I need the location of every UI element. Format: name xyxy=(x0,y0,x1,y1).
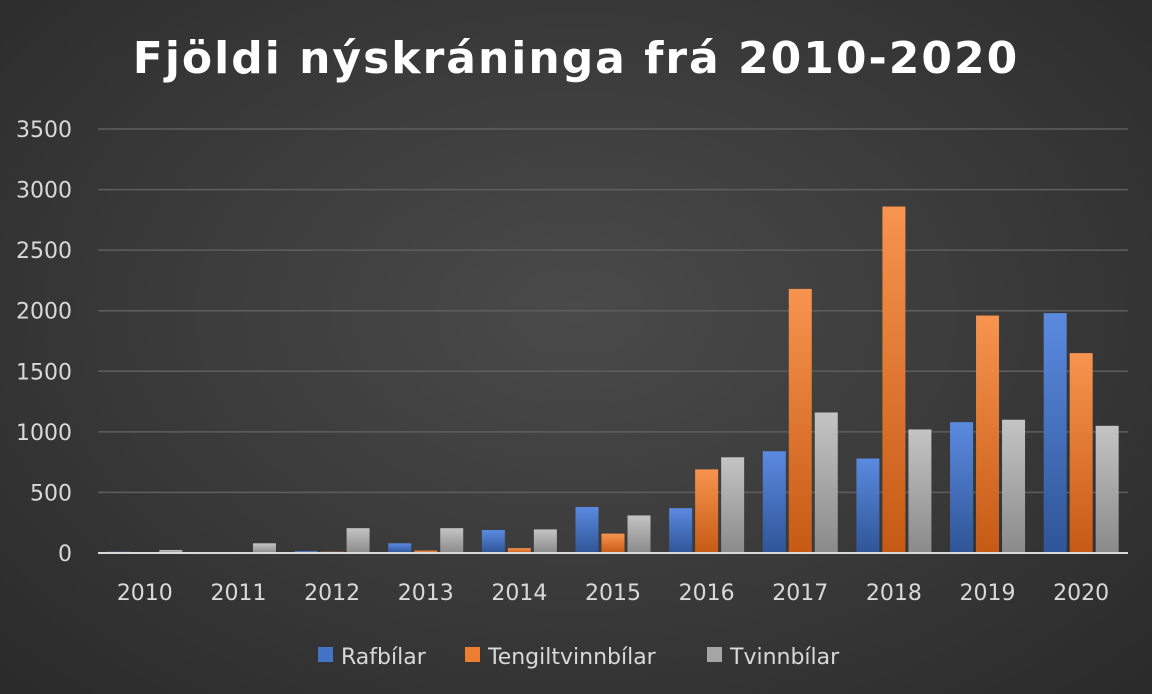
y-tick-label: 3500 xyxy=(16,118,72,143)
legend-label: Tvinnbílar xyxy=(729,645,840,670)
bar-tengiltvinnbílar-2013 xyxy=(414,550,438,553)
bar-tengiltvinnbílar-2015 xyxy=(601,533,625,553)
bar-tvinnbílar-2020 xyxy=(1095,425,1119,553)
legend: Rafbílar Tengiltvinnbílar Tvinnbílar xyxy=(318,645,840,670)
bar-rafbílar-2019 xyxy=(950,422,974,553)
bar-tvinnbílar-2017 xyxy=(814,412,838,553)
bar-rafbílar-2017 xyxy=(762,451,786,553)
x-tick-label: 2019 xyxy=(960,581,1016,606)
bar-tvinnbílar-2013 xyxy=(440,528,464,553)
y-tick-label: 0 xyxy=(58,542,72,567)
bar-tengiltvinnbílar-2016 xyxy=(695,469,719,553)
bar-tengiltvinnbílar-2019 xyxy=(976,315,1000,553)
y-tick-label: 2500 xyxy=(16,239,72,264)
x-tick-label: 2011 xyxy=(210,581,266,606)
x-tick-label: 2016 xyxy=(679,581,735,606)
bar-tengiltvinnbílar-2014 xyxy=(507,548,531,553)
bar-tvinnbílar-2018 xyxy=(908,429,932,553)
x-tick-label: 2017 xyxy=(772,581,828,606)
x-tick-label: 2010 xyxy=(117,581,173,606)
x-tick-label: 2015 xyxy=(585,581,641,606)
bar-rafbílar-2014 xyxy=(481,529,505,553)
x-tick-label: 2014 xyxy=(491,581,547,606)
bar-tvinnbílar-2015 xyxy=(627,515,651,553)
bar-tengiltvinnbílar-2017 xyxy=(788,288,812,553)
chart-title: Fjöldi nýskráninga frá 2010-2020 xyxy=(133,33,1019,84)
x-tick-label: 2012 xyxy=(304,581,360,606)
bar-tvinnbílar-2012 xyxy=(346,528,370,553)
legend-swatch-rafbílar xyxy=(318,647,333,662)
x-axis-ticks: 2010 2011 2012 2013 2014 2015 2016 2017 2018 2019… xyxy=(117,581,1109,606)
bar-tvinnbílar-2019 xyxy=(1002,419,1026,553)
bar-tvinnbílar-2014 xyxy=(533,529,557,553)
x-tick-label: 2018 xyxy=(866,581,922,606)
y-tick-label: 1500 xyxy=(16,360,72,385)
y-tick-label: 500 xyxy=(30,481,72,506)
bar-rafbílar-2016 xyxy=(669,508,693,553)
x-tick-label: 2020 xyxy=(1053,581,1109,606)
legend-label: Rafbílar xyxy=(341,645,427,670)
legend-swatch-tengiltvinnbílar xyxy=(465,647,480,662)
legend-swatch-tvinnbílar xyxy=(707,647,722,662)
bar-tvinnbílar-2010 xyxy=(159,549,183,553)
y-tick-label: 3000 xyxy=(16,179,72,204)
bar-tengiltvinnbílar-2020 xyxy=(1069,353,1093,553)
bar-rafbílar-2013 xyxy=(388,543,412,553)
bar-rafbílar-2020 xyxy=(1043,313,1067,553)
x-tick-label: 2013 xyxy=(398,581,454,606)
bar-rafbílar-2015 xyxy=(575,506,599,553)
bars xyxy=(107,206,1119,553)
legend-label: Tengiltvinnbílar xyxy=(487,645,657,670)
y-tick-label: 2000 xyxy=(16,300,72,325)
bar-tvinnbílar-2011 xyxy=(252,543,276,553)
gridlines xyxy=(98,128,1128,494)
y-tick-label: 1000 xyxy=(16,421,72,446)
bar-tengiltvinnbílar-2018 xyxy=(882,206,906,553)
y-axis-ticks: 0 500 1000 1500 2000 2500 3000 3500 xyxy=(16,118,72,567)
bar-tvinnbílar-2016 xyxy=(721,457,745,553)
bar-rafbílar-2018 xyxy=(856,458,880,553)
